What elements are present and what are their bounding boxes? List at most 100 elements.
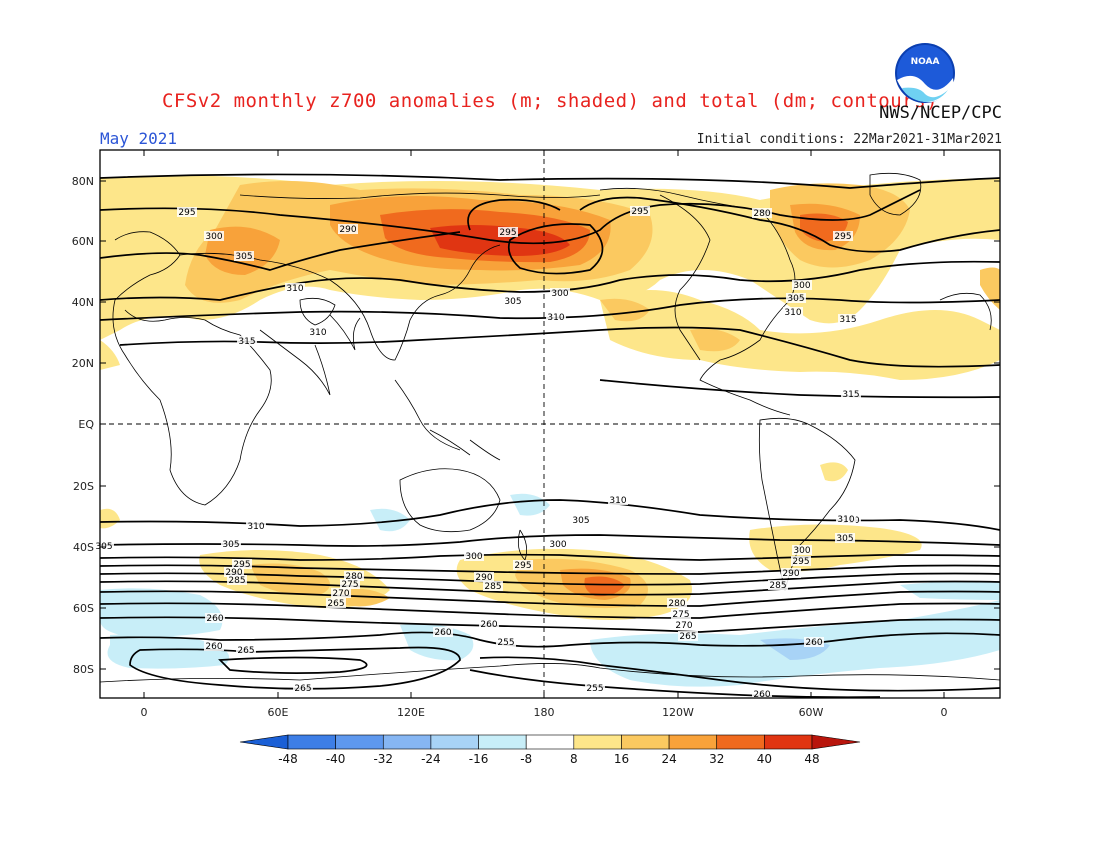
colorbar-tick-label: -48 [278, 752, 298, 766]
contour-label: 310 [247, 522, 264, 532]
contour-label: 265 [237, 646, 254, 656]
contour-label: 260 [434, 628, 451, 638]
lat-label: 60S [73, 602, 94, 615]
colorbar-swatch [287, 734, 336, 750]
noaa-logo-icon: NOAA [895, 43, 955, 103]
colorbar-tick-label: -8 [520, 752, 532, 766]
contour-label: 270 [675, 621, 692, 631]
contour-label: 270 [332, 589, 349, 599]
contour-label: 310 [784, 308, 801, 318]
contour-label: 315 [839, 315, 856, 325]
lat-label: 40N [72, 296, 94, 309]
contour-label: 285 [769, 581, 786, 591]
colorbar-swatch [430, 734, 479, 750]
chart-title: CFSv2 monthly z700 anomalies (m; shaded)… [161, 90, 939, 112]
colorbar-swatch [668, 734, 718, 750]
initial-conditions: Initial conditions: 22Mar2021-31Mar2021 [696, 132, 1002, 147]
contour-label: 305 [222, 540, 239, 550]
lat-label: 80N [72, 175, 94, 188]
contour-label: 285 [228, 576, 245, 586]
longitude-axis: 0 60E 120E 180 120W 60W 0 [141, 150, 948, 719]
contour-label: 255 [497, 638, 514, 648]
contour-label: 300 [549, 540, 566, 550]
contour-label: 290 [225, 568, 242, 578]
contour-label: 310 [309, 328, 326, 338]
contour-label: 305 [572, 516, 589, 526]
contour-label: 295 [233, 560, 250, 570]
colorbar-tick-label: 24 [661, 752, 676, 766]
contour-label: 290 [339, 225, 356, 235]
contour-label: 315 [842, 390, 859, 400]
contour-label: 295 [499, 228, 516, 238]
lon-label: 120E [397, 706, 425, 719]
contour-label: 260 [206, 614, 223, 624]
lon-label: 0 [141, 706, 148, 719]
contour-label: 255 [586, 684, 603, 694]
contour-label: 300 [551, 289, 568, 299]
coastlines [100, 172, 1000, 683]
contour-label: 300 [465, 552, 482, 562]
contour-label: 300 [793, 546, 810, 556]
colorbar-swatch [525, 734, 575, 750]
svg-text:NOAA: NOAA [911, 57, 940, 67]
colorbar-tick-label: -16 [469, 752, 489, 766]
contour-label: 310 [837, 515, 854, 525]
colorbar: -48 -40 -32 -24 -16 -8 8 16 24 32 40 48 [239, 734, 861, 766]
contour-label: 300 [205, 232, 222, 242]
lat-label: 20N [72, 357, 94, 370]
colorbar-tick-label: 16 [614, 752, 629, 766]
contour-label: 275 [341, 580, 358, 590]
colorbar-tick-label: 40 [757, 752, 772, 766]
colorbar-swatch [478, 734, 527, 750]
contour-label: 305 [504, 297, 521, 307]
lon-label: 180 [534, 706, 555, 719]
contour-label: 305 [235, 252, 252, 262]
latitude-axis: 80N 60N 40N 20N EQ 20S 40S 60S 80S [72, 175, 1000, 676]
colorbar-tick-label: 8 [570, 752, 578, 766]
contour-label: 290 [782, 569, 799, 579]
lon-label: 60W [799, 706, 824, 719]
colorbar-swatch [811, 734, 861, 750]
colorbar-swatch [382, 734, 432, 750]
forecast-month: May 2021 [100, 129, 178, 148]
colorbar-swatch [764, 734, 813, 750]
lon-label: 120W [662, 706, 694, 719]
contour-label: 315 [238, 337, 255, 347]
contour-label: 295 [514, 561, 531, 571]
contour-label: 295 [631, 207, 648, 217]
colorbar-tick-label: 32 [709, 752, 724, 766]
lat-label: EQ [78, 418, 94, 431]
lat-label: 40S [73, 541, 94, 554]
lat-label: 80S [73, 663, 94, 676]
contour-label: 275 [672, 610, 689, 620]
contour-label: 260 [753, 690, 770, 700]
contour-label: 295 [834, 232, 851, 242]
contour-label: 310 [547, 313, 564, 323]
colorbar-tick-label: 48 [804, 752, 819, 766]
colorbar-swatch [621, 734, 670, 750]
contour-label: 280 [753, 209, 770, 219]
lon-label: 60E [268, 706, 289, 719]
height-contours [100, 173, 1000, 698]
colorbar-swatch [573, 734, 622, 750]
contour-label: 305 [836, 534, 853, 544]
colorbar-swatch [716, 734, 765, 750]
lat-label: 20S [73, 480, 94, 493]
contour-label: 285 [484, 582, 501, 592]
agency-label: NWS/NCEP/CPC [879, 103, 1002, 123]
contour-label: 310 [609, 496, 626, 506]
colorbar-tick-label: -40 [326, 752, 346, 766]
contour-label: 260 [805, 638, 822, 648]
lon-label: 0 [941, 706, 948, 719]
contour-label: 310 [286, 284, 303, 294]
colorbar-tick-label: -24 [421, 752, 441, 766]
contour-label: 305 [787, 294, 804, 304]
lat-label: 60N [72, 235, 94, 248]
contour-label: 295 [178, 208, 195, 218]
contour-label: 265 [679, 632, 696, 642]
contour-label: 280 [668, 599, 685, 609]
contour-label: 265 [294, 684, 311, 694]
colorbar-swatch [335, 734, 384, 750]
